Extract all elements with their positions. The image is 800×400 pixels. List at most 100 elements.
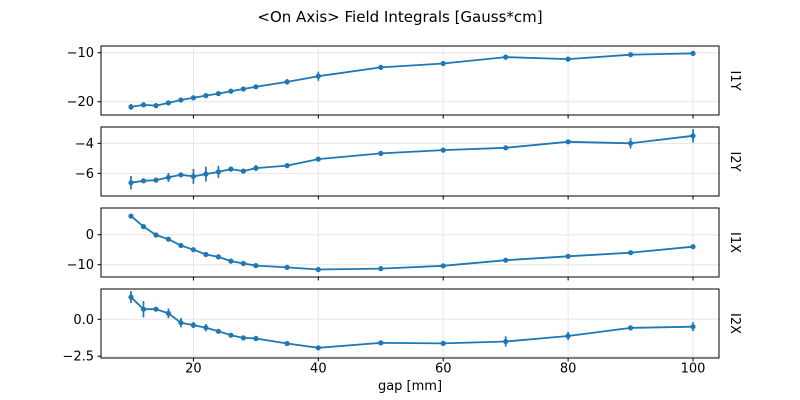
y-tick-label: −20	[67, 95, 94, 110]
data-point	[628, 250, 634, 256]
data-point	[690, 133, 696, 139]
data-point	[565, 253, 571, 259]
data-point	[203, 171, 209, 177]
data-point	[140, 306, 147, 312]
data-point	[153, 306, 159, 312]
data-point	[284, 79, 290, 85]
y-tick-label: −2.5	[62, 350, 94, 365]
data-point	[128, 213, 134, 219]
data-point	[253, 335, 259, 342]
data-point	[565, 139, 571, 145]
panel-frame	[100, 207, 720, 278]
data-point	[190, 95, 196, 101]
data-point	[503, 54, 509, 60]
data-point	[140, 102, 147, 108]
data-line	[130, 296, 694, 349]
y-tick-label: −10	[67, 258, 94, 273]
x-tick-label: 40	[310, 362, 327, 377]
data-point	[440, 263, 446, 269]
data-point	[628, 140, 634, 146]
data-point	[228, 166, 234, 172]
y-tick-label: −6	[75, 167, 94, 182]
x-tick-label: 60	[435, 362, 452, 377]
panel-frame	[100, 126, 720, 197]
y-tick-label: −10	[67, 46, 94, 61]
data-point	[165, 236, 171, 242]
data-point	[690, 50, 696, 57]
data-point	[228, 332, 234, 338]
data-point	[140, 178, 147, 184]
data-point	[253, 263, 259, 269]
data-point	[378, 64, 384, 70]
panel-label: I1X	[727, 232, 742, 253]
data-point	[378, 150, 384, 156]
data-point	[203, 93, 209, 99]
data-line	[130, 134, 694, 184]
data-line	[130, 52, 694, 108]
data-point	[690, 244, 696, 250]
data-point	[628, 52, 634, 58]
data-point	[215, 254, 221, 260]
data-point	[215, 91, 221, 97]
data-point	[240, 335, 246, 341]
data-point	[165, 174, 171, 180]
data-point	[503, 257, 509, 263]
data-point	[315, 266, 321, 273]
data-point	[315, 73, 321, 79]
panel-label: I2Y	[727, 151, 742, 171]
panel-label: I2X	[727, 313, 742, 334]
data-point	[165, 100, 171, 106]
data-point	[128, 294, 134, 300]
data-point	[503, 145, 509, 151]
data-point	[284, 163, 290, 169]
x-axis-label: gap [mm]	[377, 379, 443, 394]
data-point	[565, 56, 571, 62]
data-point	[153, 177, 159, 183]
data-point	[203, 325, 209, 331]
data-point	[215, 328, 221, 334]
data-point	[153, 232, 159, 238]
data-point	[178, 97, 184, 103]
data-point	[240, 168, 246, 174]
data-point	[215, 169, 221, 175]
data-point	[128, 104, 134, 110]
data-point	[628, 325, 634, 331]
x-tick-label: 100	[681, 362, 706, 377]
data-point	[690, 324, 696, 330]
data-point	[378, 266, 384, 272]
data-point	[203, 251, 209, 258]
data-point	[165, 310, 171, 316]
data-point	[140, 224, 147, 230]
data-point	[178, 242, 184, 249]
data-point	[315, 156, 321, 162]
data-point	[228, 258, 234, 264]
data-point	[503, 338, 509, 345]
data-point	[178, 172, 184, 178]
chart-title: <On Axis> Field Integrals [Gauss*cm]	[257, 8, 543, 26]
panel-frame	[100, 45, 720, 116]
data-point	[440, 147, 446, 153]
data-point	[128, 180, 134, 186]
y-tick-label: 0	[86, 228, 94, 243]
data-point	[190, 322, 196, 328]
x-tick-label: 80	[560, 362, 577, 377]
data-point	[378, 340, 384, 346]
data-line	[130, 215, 694, 271]
y-tick-label: 0.0	[73, 313, 94, 328]
data-point	[565, 333, 571, 339]
y-tick-label: −4	[75, 137, 94, 152]
data-point	[253, 84, 259, 90]
panel-frame	[100, 288, 720, 359]
data-point	[190, 247, 196, 253]
data-point	[284, 264, 290, 270]
panel-label: I1Y	[727, 70, 742, 90]
x-tick-label: 20	[185, 362, 202, 377]
data-point	[178, 320, 184, 326]
data-point	[315, 345, 321, 351]
data-point	[153, 103, 159, 109]
data-point	[240, 260, 246, 267]
data-point	[440, 340, 446, 346]
data-point	[228, 88, 234, 94]
